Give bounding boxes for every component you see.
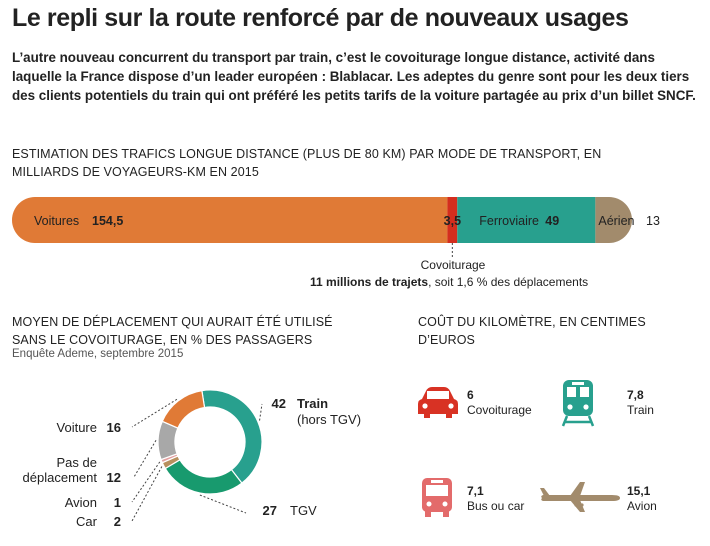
cost-item-train: 7,8 Train <box>627 388 654 418</box>
leader-voiture <box>131 398 178 428</box>
leader-tgv <box>199 494 247 514</box>
cost-value-plane: 15,1 <box>627 484 651 498</box>
intro-paragraph: L’autre nouveau concurrent du transport … <box>12 50 696 103</box>
carpool-annotation-rest: , soit 1,6 % des déplacements <box>428 275 589 289</box>
leader-avion <box>131 461 161 503</box>
bar-segment-ferroviaire <box>457 197 596 243</box>
donut-label-tgv: TGV <box>290 503 317 518</box>
bar-label-voitures: Voitures <box>34 214 79 228</box>
mode-chart-subtitle: Enquête Ademe, septembre 2015 <box>12 348 184 360</box>
cost-label-carpool: Covoiturage <box>467 403 532 417</box>
carpool-annotation-text: 11 millions de trajets, soit 1,6 % des d… <box>310 273 588 291</box>
bar-value-aerien: 13 <box>646 214 660 228</box>
bar-label-aerien: Aérien <box>598 214 634 228</box>
donut-label-car: Car <box>76 514 98 529</box>
donut-slice-voiture <box>161 389 206 429</box>
donut-label-train: Train <box>297 396 328 411</box>
donut-value-car: 2 <box>114 514 121 529</box>
bar-value-voitures: 154,5 <box>92 214 123 228</box>
cost-value-carpool: 6 <box>467 388 474 402</box>
donut-label-pas-de-deplacement-line1: Pas de <box>57 455 97 470</box>
donut-sublabel-train: (hors TGV) <box>297 412 361 427</box>
donut-value-pas-de-deplacement: 12 <box>107 470 121 485</box>
donut-label-avion: Avion <box>65 495 97 510</box>
leader-train <box>259 403 263 421</box>
cost-item-plane: 15,1 Avion <box>627 484 657 514</box>
bar-label-ferroviaire: Ferroviaire <box>479 214 539 228</box>
cost-chart-title: COÛT DU KILOMÈTRE, EN CENTIMES D’EUROS <box>418 315 646 347</box>
donut-label-voiture: Voiture <box>57 420 97 435</box>
cost-value-train: 7,8 <box>627 388 644 402</box>
mode-chart-title: MOYEN DE DÉPLACEMENT QUI AURAIT ÉTÉ UTIL… <box>12 315 333 347</box>
bar-segment-covoiturage <box>447 197 458 243</box>
donut-value-train: 42 <box>272 396 286 411</box>
bar-value-covoiturage: 3,5 <box>444 214 461 228</box>
bar-segment-aerien <box>595 197 632 243</box>
cost-item-carpool: 6 Covoiturage <box>467 388 532 418</box>
bar-value-ferroviaire: 49 <box>545 214 559 228</box>
donut-value-voiture: 16 <box>107 420 121 435</box>
carpool-annotation-label: Covoiturage <box>420 258 486 272</box>
cost-label-bus: Bus ou car <box>467 499 525 513</box>
donut-value-tgv: 27 <box>263 503 277 518</box>
page-title: Le repli sur la route renforcé par de no… <box>12 4 629 32</box>
cost-value-bus: 7,1 <box>467 484 484 498</box>
cost-label-plane: Avion <box>627 499 657 513</box>
donut-value-avion: 1 <box>114 495 121 510</box>
cost-item-bus: 7,1 Bus ou car <box>467 484 524 514</box>
cost-label-train: Train <box>627 403 654 417</box>
donut-label-pas-de-deplacement-line2: déplacement <box>23 470 98 485</box>
traffic-chart-title: ESTIMATION DES TRAFICS LONGUE DISTANCE (… <box>12 147 602 179</box>
carpool-annotation-bold: 11 millions de trajets <box>310 275 429 289</box>
leader-pas-de-deplacement <box>133 440 157 478</box>
bar-segment-voitures <box>12 197 448 243</box>
